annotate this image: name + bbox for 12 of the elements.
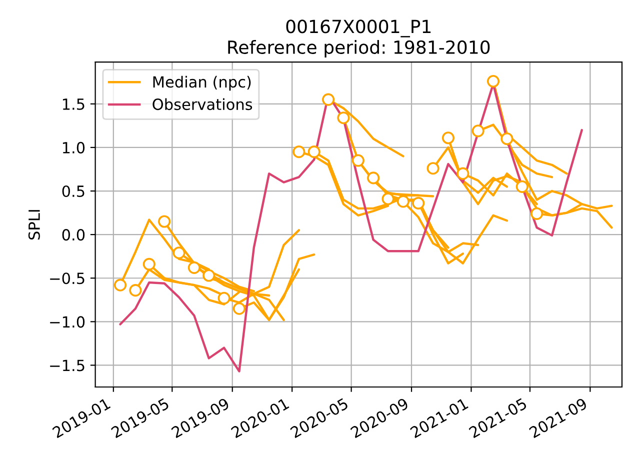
y-axis-title: SPLI [28, 210, 40, 240]
legend-label: Median (npc) [153, 76, 251, 91]
legend-label: Observations [152, 98, 252, 110]
chart-subtitle: Reference period: 1981-2010 [228, 40, 490, 58]
y-tick-label: −1.0 [50, 316, 85, 328]
y-tick-label: 0.0 [62, 229, 85, 241]
y-tick-label: −0.5 [50, 272, 84, 284]
y-tick-label: 1.5 [62, 98, 84, 110]
y-tick-label: −1.5 [50, 360, 84, 372]
y-tick-label: 1.0 [62, 142, 85, 154]
y-tick-label: 0.5 [62, 185, 84, 198]
chart-title: 00167X0001_P1 [286, 20, 431, 38]
